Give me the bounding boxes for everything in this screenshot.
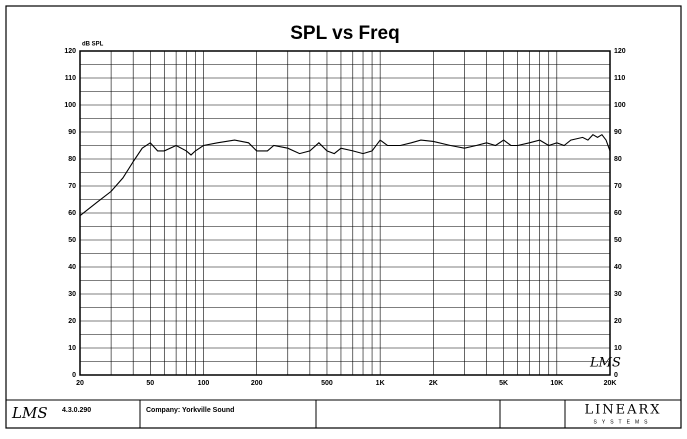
y2-tick-label: 100 <box>614 102 626 109</box>
x-tick-label: 20K <box>604 380 617 387</box>
footer-company: Company: Yorkville Sound <box>146 407 234 414</box>
y-tick-label: 30 <box>68 291 76 298</box>
footer-brand-sub: SYSTEMS <box>594 419 653 425</box>
x-tick-label: 20 <box>76 380 84 387</box>
y2-tick-label: 90 <box>614 129 622 136</box>
y2-tick-label: 40 <box>614 264 622 271</box>
y-tick-label: 110 <box>65 75 76 82</box>
y2-tick-label: 60 <box>614 210 622 217</box>
response-line <box>79 133 611 217</box>
x-tick-label: 100 <box>198 380 210 387</box>
y-tick-label: 120 <box>64 48 76 55</box>
y2-tick-label: 50 <box>614 237 622 244</box>
x-tick-label: 200 <box>251 380 263 387</box>
y-tick-label: 90 <box>68 129 76 136</box>
y-tick-label: 20 <box>68 318 76 325</box>
x-tick-label: 10K <box>550 380 563 387</box>
x-tick-label: 1K <box>376 380 385 387</box>
y2-tick-label: 0 <box>614 372 618 379</box>
x-tick-label: 50 <box>146 380 154 387</box>
x-tick-label: 2K <box>429 380 438 387</box>
footer-logo: LMS <box>11 404 48 422</box>
y-tick-label: 80 <box>68 156 76 163</box>
y2-tick-label: 20 <box>614 318 622 325</box>
footer-version: 4.3.0.290 <box>62 407 91 414</box>
y-tick-label: 0 <box>72 372 76 379</box>
y2-tick-label: 80 <box>614 156 622 163</box>
x-tick-label: 5K <box>499 380 508 387</box>
y-tick-label: 10 <box>68 345 76 352</box>
y-tick-label: 70 <box>68 183 76 190</box>
y-tick-label: 50 <box>68 237 76 244</box>
plot-border <box>79 50 611 376</box>
chart-title: SPL vs Freq <box>290 23 399 44</box>
footer-brand: LINEARX <box>584 403 661 418</box>
y-tick-label: 40 <box>68 264 76 271</box>
y2-tick-label: 110 <box>614 75 625 82</box>
y2-tick-label: 70 <box>614 183 622 190</box>
y-tick-label: 100 <box>64 102 76 109</box>
y-axis-label: dB SPL <box>82 42 104 48</box>
y2-tick-label: 120 <box>614 48 626 55</box>
x-tick-label: 500 <box>321 380 333 387</box>
y-tick-label: 60 <box>68 210 76 217</box>
frame <box>5 5 682 429</box>
y2-tick-label: 10 <box>614 345 622 352</box>
y2-tick-label: 30 <box>614 291 622 298</box>
watermark: LMS <box>589 356 621 371</box>
